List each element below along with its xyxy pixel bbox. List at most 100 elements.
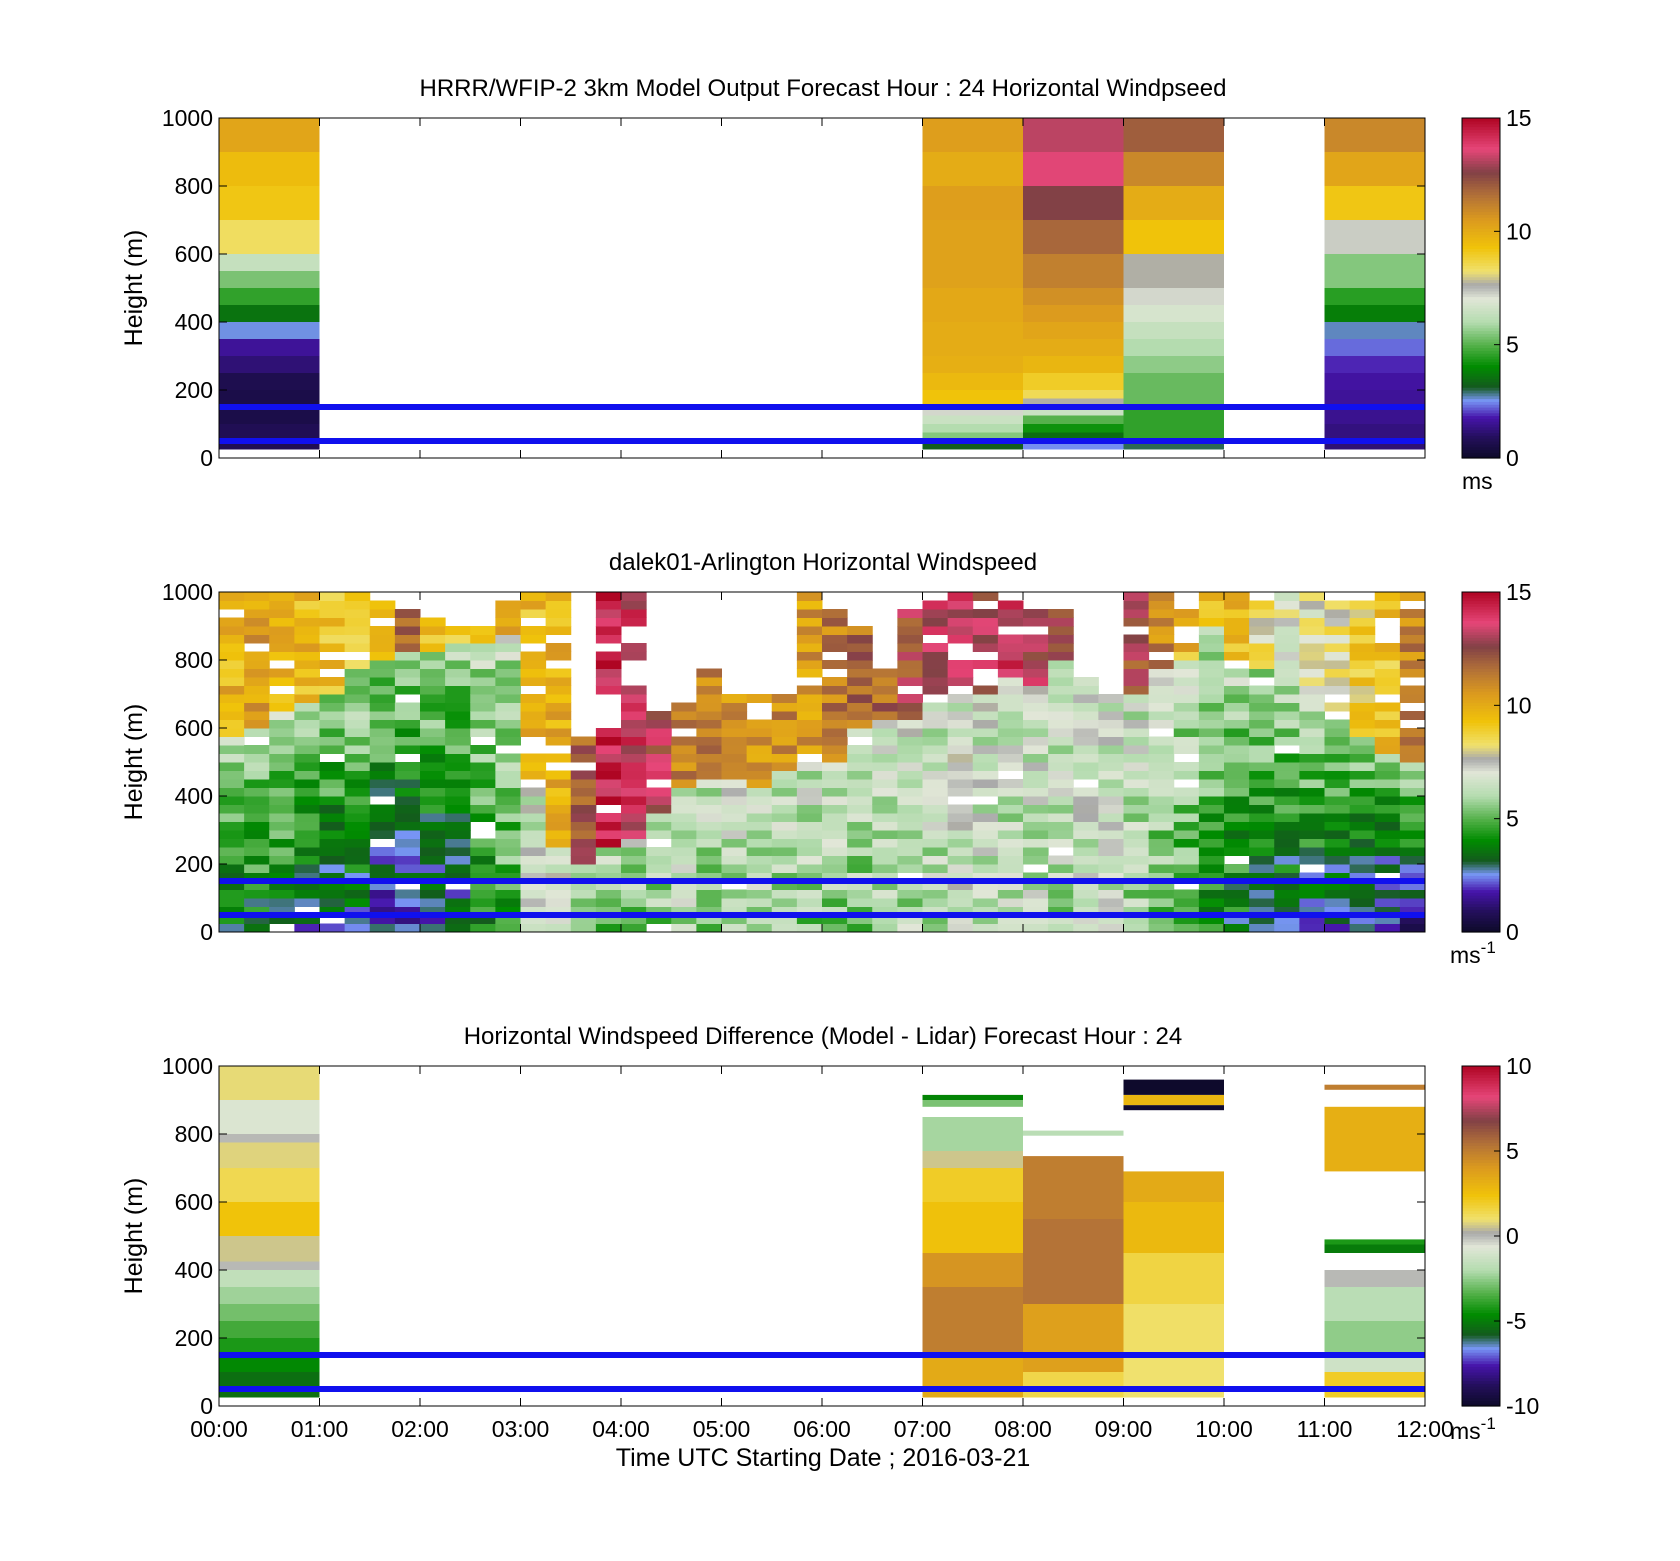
heatmap-cell [1073,719,1099,729]
heatmap-cell [1073,889,1099,899]
heatmap-cell [344,617,371,627]
heatmap-cell [1123,770,1150,780]
heatmap-cell [822,762,848,771]
heatmap-cell [269,651,295,661]
colorbar-segment [1462,617,1500,621]
heatmap-cell [1299,898,1325,907]
heatmap-cell [621,592,647,601]
heatmap-cell [294,787,320,797]
x-tick-label: 00:00 [190,1416,248,1442]
colorbar-segment [1462,847,1500,851]
colorbar-segment [1462,1134,1500,1138]
heatmap-cell [972,736,999,746]
heatmap-cell [621,855,647,865]
colorbar-segment [1462,824,1500,828]
colorbar-segment [1462,288,1500,292]
heatmap-cell [1023,432,1124,441]
colorbar-segment [1462,815,1500,820]
heatmap-cell [1023,373,1124,390]
heatmap-cell [1073,830,1099,839]
heatmap-cell [1324,1321,1425,1355]
heatmap-cell [822,728,848,737]
heatmap-cell [244,915,270,924]
heatmap-cell [822,617,848,627]
heatmap-cell [1098,711,1124,720]
heatmap-cell [420,762,446,771]
heatmap-cell [244,626,270,635]
heatmap-cell [1324,753,1351,763]
colorbar-segment [1462,132,1500,136]
heatmap-cell [922,779,949,788]
heatmap-cell [1274,898,1300,907]
heatmap-cell [495,685,521,695]
heatmap-cell [1399,626,1426,635]
heatmap-cell [822,779,848,788]
heatmap-cell [822,864,848,873]
heatmap-cell [847,651,873,661]
heatmap-cell [1023,356,1124,373]
heatmap-cell [219,762,245,771]
heatmap-cell [1148,694,1175,703]
y-tick-label: 800 [175,647,213,673]
heatmap-cell [219,728,245,737]
heatmap-cell [847,626,873,635]
colorbar-segment [1462,912,1500,916]
heatmap-cell [545,770,572,780]
colorbar-segment [1462,412,1500,417]
heatmap-cell [972,804,999,814]
heatmap-cell [244,600,270,610]
colorbar-segment [1462,915,1500,919]
colorbar-segment [1462,137,1500,142]
heatmap-cell [746,787,773,797]
heatmap-cell [1123,643,1150,652]
heatmap-cell [1023,898,1049,907]
y-tick-label: 1000 [162,579,213,605]
colorbar-segment [1462,668,1500,672]
heatmap-cell [1299,881,1325,890]
heatmap-cell [1224,915,1250,924]
heatmap-cell [495,906,521,916]
heatmap-cell [922,660,949,669]
colorbar-segment [1462,1159,1500,1163]
colorbar-segment [1462,742,1500,746]
heatmap-cell [470,804,496,814]
heatmap-cell [420,787,446,797]
colorbar-segment [1462,279,1500,283]
colorbar-segment [1462,895,1500,899]
colorbar-segment [1462,242,1500,247]
heatmap-cell [1274,872,1300,882]
heatmap-cell [344,855,371,865]
heatmap-cell [671,711,697,720]
heatmap-cell [947,821,974,831]
heatmap-cell [1224,762,1250,771]
colorbar-segment [1462,1128,1500,1132]
colorbar-segment [1462,367,1500,371]
heatmap-cell [1399,787,1426,797]
heatmap-cell [1224,651,1250,661]
heatmap-cell [872,694,898,703]
heatmap-cell [1299,762,1325,771]
heatmap-cell [1198,634,1225,644]
heatmap-cell [1148,762,1175,771]
heatmap-cell [671,889,697,899]
colorbar-tick-label: -5 [1506,1308,1526,1334]
heatmap-cell [294,668,320,678]
heatmap-cell [872,821,898,831]
heatmap-cell [520,660,547,669]
colorbar-segment [1462,1309,1500,1314]
heatmap-cell [897,898,923,907]
heatmap-cell [1123,702,1150,712]
heatmap-cell [520,711,547,720]
heatmap-cell [1023,770,1049,780]
heatmap-cell [1299,685,1325,695]
heatmap-cell [269,787,295,797]
heatmap-cell [244,677,270,686]
heatmap-cell [796,864,823,873]
heatmap-cell [1374,685,1401,695]
colorbar-segment [1462,1329,1500,1333]
heatmap-cell [244,923,270,933]
colorbar-segment [1462,1077,1500,1081]
heatmap-cell [1123,796,1150,805]
heatmap-cell [1048,898,1074,907]
heatmap-cell [671,745,697,754]
